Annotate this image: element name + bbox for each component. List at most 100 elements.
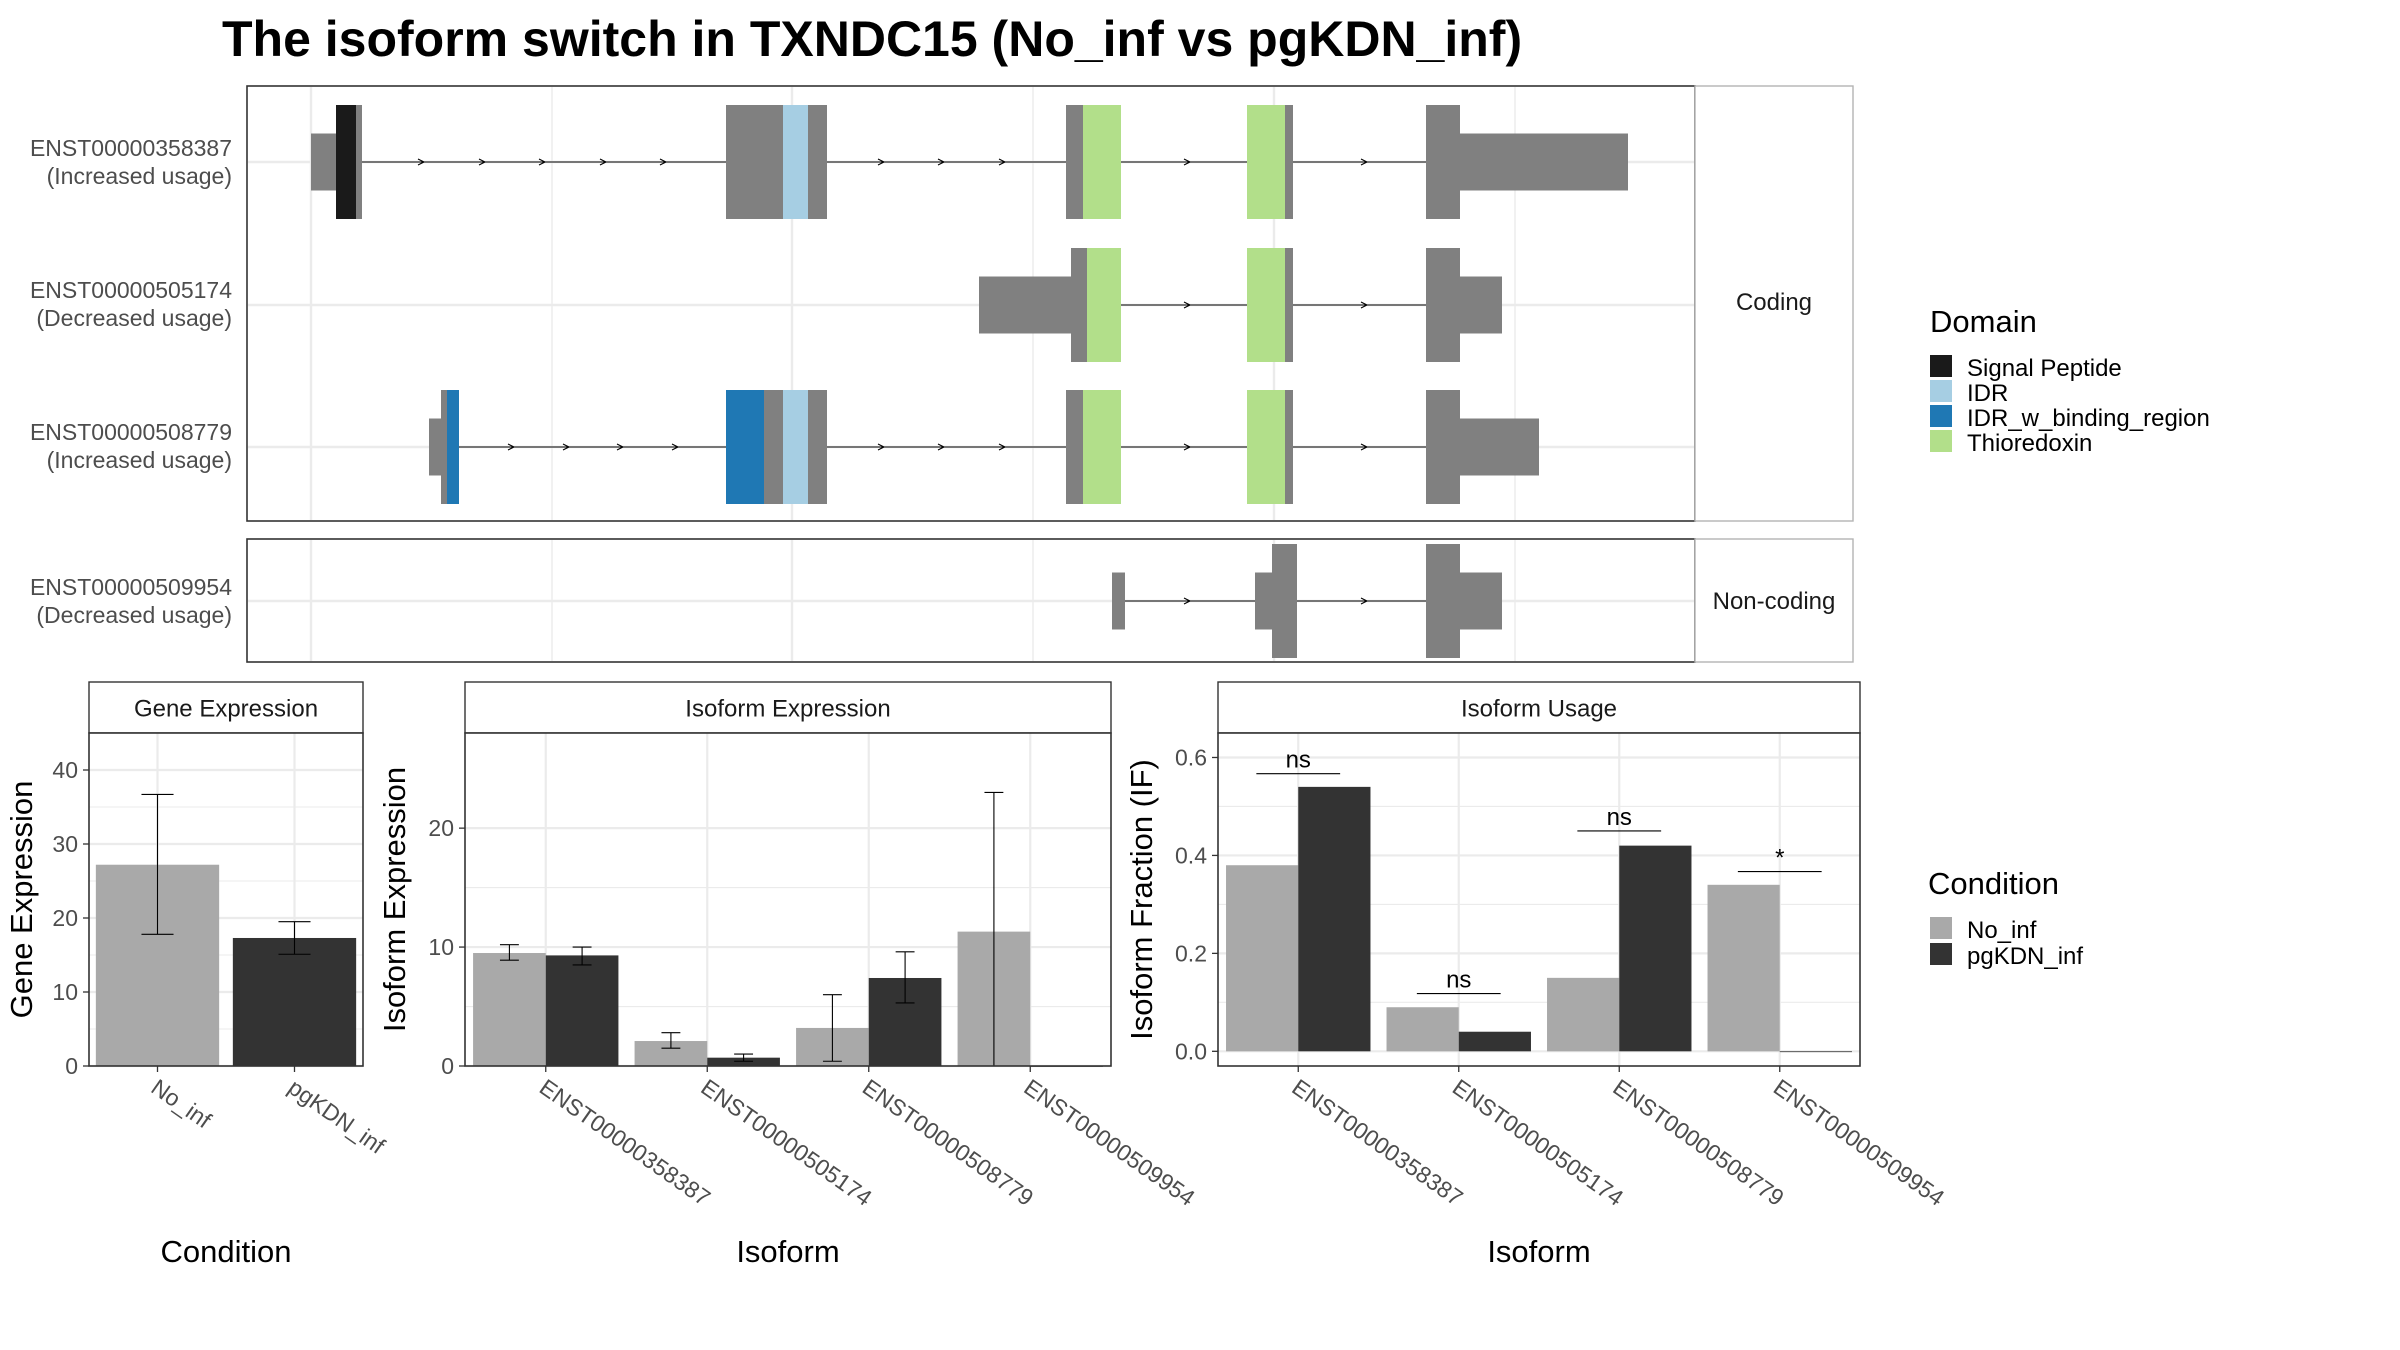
legend-label-no-inf: No_inf xyxy=(1967,917,2037,944)
cds-exon xyxy=(726,105,827,219)
utr-exon xyxy=(979,276,1071,334)
condition-legend: Condition No_inf pgKDN_inf xyxy=(1928,866,2083,970)
bar xyxy=(1619,845,1692,1052)
panel-strip xyxy=(88,681,364,734)
domain-legend: Domain Signal Peptide IDR IDR_w_binding_… xyxy=(1930,304,2210,457)
legend-swatch-idr xyxy=(1930,380,1952,402)
bar xyxy=(1458,1031,1531,1052)
cds-exon xyxy=(1426,248,1460,362)
y-tick-label: 10 xyxy=(52,979,78,1005)
significance-label: ns xyxy=(1286,747,1311,774)
coding-strip-label: Coding xyxy=(1736,289,1812,316)
domain-signal-peptide xyxy=(336,105,356,219)
bar xyxy=(1707,884,1780,1052)
isoform-label-2-usage: (Decreased usage) xyxy=(36,305,232,331)
ncrna-exon xyxy=(1460,572,1502,630)
y-axis-title: Isoform Expression xyxy=(377,767,412,1032)
y-tick-label: 0.2 xyxy=(1175,940,1207,966)
transcript-panel: Coding Non-coding ENST00000358387 (Incre… xyxy=(30,85,1854,663)
isoform-label-4-usage: (Decreased usage) xyxy=(36,602,232,628)
intron-arrow xyxy=(1183,301,1192,309)
intron-arrow xyxy=(877,443,886,451)
intron-arrow xyxy=(417,158,426,166)
coding-strip xyxy=(1694,85,1854,522)
panel-border xyxy=(464,732,1112,1067)
x-axis-title: Isoform xyxy=(1487,1234,1590,1269)
legend-swatch-thioredoxin xyxy=(1930,430,1952,452)
legend-swatch-pgkdn-inf xyxy=(1930,943,1952,965)
intron-arrow xyxy=(937,158,946,166)
domain-idr-binding xyxy=(726,390,764,504)
intron-arrow xyxy=(937,443,946,451)
isoform-usage-chart: Isoform Usage ns ns ns * 0.0 0.2 0.4 0.6 ENST0000… xyxy=(1124,681,1950,1269)
ncrna-exon xyxy=(1255,572,1272,630)
domain-thioredoxin xyxy=(1247,248,1285,362)
utr-exon xyxy=(1460,133,1628,191)
domain-thioredoxin xyxy=(1083,105,1121,219)
x-tick-label: ENST00000505174 xyxy=(1448,1074,1629,1211)
bar xyxy=(1298,786,1371,1052)
y-tick-label: 10 xyxy=(428,934,454,960)
y-tick-label: 30 xyxy=(52,831,78,857)
panel-border xyxy=(1217,732,1861,1067)
panel-strip xyxy=(1217,681,1861,734)
intron-arrow xyxy=(1183,597,1192,605)
y-tick-label: 0 xyxy=(65,1053,78,1079)
utr-exon xyxy=(1460,418,1539,476)
bar xyxy=(545,955,619,1066)
cds-exon xyxy=(1426,390,1460,504)
bar xyxy=(1779,1051,1852,1053)
intron-arrow xyxy=(998,443,1007,451)
y-axis-title: Gene Expression xyxy=(4,781,39,1019)
x-tick-label: ENST00000358387 xyxy=(535,1074,715,1211)
gene-expression-chart: Gene Expression 0 10 20 30 40 No_inf pgKDN_inf C… xyxy=(4,681,391,1269)
domain-idr xyxy=(783,105,808,219)
intron-arrow xyxy=(1183,443,1192,451)
y-tick-label: 0.6 xyxy=(1175,744,1207,770)
bar xyxy=(232,937,357,1066)
y-tick-label: 0.0 xyxy=(1175,1038,1207,1064)
x-tick-label: ENST00000509954 xyxy=(1019,1074,1200,1211)
intron-arrow xyxy=(599,158,608,166)
legend-label-pgkdn-inf: pgKDN_inf xyxy=(1967,943,2083,970)
legend-swatch-idr-binding xyxy=(1930,405,1952,427)
bar xyxy=(707,1057,780,1066)
x-tick-label: pgKDN_inf xyxy=(284,1074,391,1159)
intron-arrow xyxy=(1360,158,1369,166)
x-tick-label: ENST00000508779 xyxy=(858,1074,1038,1211)
noncoding-strip xyxy=(1694,538,1854,663)
legend-label-thioredoxin: Thioredoxin xyxy=(1967,430,2092,457)
intron-arrow xyxy=(1183,158,1192,166)
ncrna-exon xyxy=(1112,572,1125,630)
isoform-label-1-id: ENST00000358387 xyxy=(30,135,232,161)
y-tick-label: 0 xyxy=(441,1053,454,1079)
y-axis-title: Isoform Fraction (IF) xyxy=(1124,759,1159,1040)
isoform-label-3-usage: (Increased usage) xyxy=(47,447,232,473)
domain-thioredoxin xyxy=(1247,390,1285,504)
x-axis-title: Condition xyxy=(161,1234,292,1269)
intron-arrow xyxy=(478,158,487,166)
legend-swatch-no-inf xyxy=(1930,917,1952,939)
isoform-label-4-id: ENST00000509954 xyxy=(30,574,232,600)
bar xyxy=(473,953,546,1066)
domain-idr-binding xyxy=(447,390,459,504)
isoform-label-3-id: ENST00000508779 xyxy=(30,419,232,445)
utr-exon xyxy=(429,418,441,476)
intron-arrow xyxy=(1360,443,1369,451)
domain-idr xyxy=(783,390,808,504)
x-tick-label: ENST00000509954 xyxy=(1769,1074,1950,1211)
noncoding-strip-label: Non-coding xyxy=(1713,588,1836,615)
y-tick-label: 0.4 xyxy=(1175,842,1207,868)
isoform-label-1-usage: (Increased usage) xyxy=(47,163,232,189)
intron-arrow xyxy=(562,443,571,451)
legend-swatch-signal-peptide xyxy=(1930,355,1952,377)
significance-label: ns xyxy=(1607,804,1632,831)
x-tick-label: ENST00000358387 xyxy=(1287,1074,1467,1211)
intron-arrow xyxy=(1360,597,1369,605)
y-tick-label: 20 xyxy=(52,905,78,931)
x-axis-title: Isoform xyxy=(736,1234,839,1269)
domain-legend-title: Domain xyxy=(1930,304,2037,339)
isoform-expression-chart: Isoform Expression01020ENST00000358387EN… xyxy=(377,681,1200,1269)
legend-label-idr: IDR xyxy=(1967,380,2008,407)
